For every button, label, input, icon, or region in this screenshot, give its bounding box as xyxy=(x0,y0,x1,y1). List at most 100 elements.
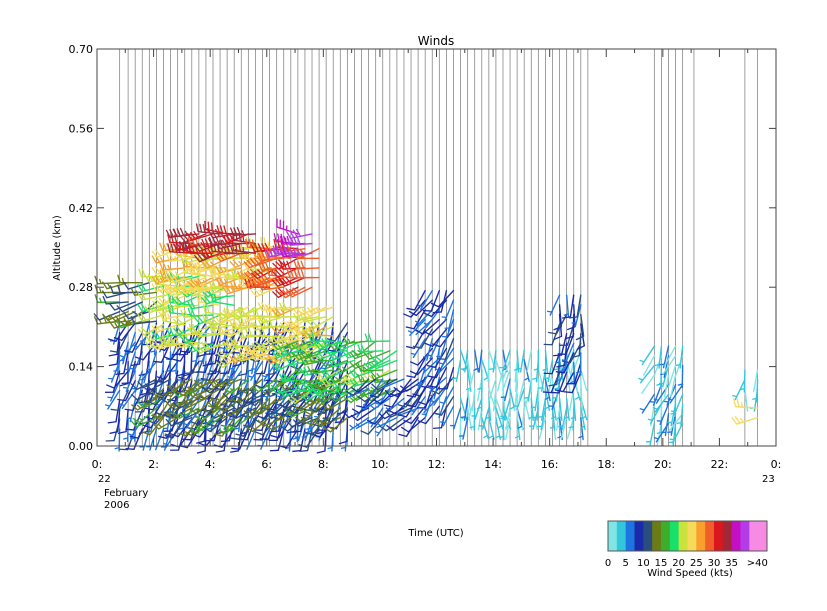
x-tick-label: 0: xyxy=(771,458,782,471)
wind-barb xyxy=(165,416,193,427)
wind-barb xyxy=(109,310,136,322)
wind-barb xyxy=(189,397,214,415)
wind-barb xyxy=(431,386,448,406)
wind-barb xyxy=(314,369,342,382)
wind-barb xyxy=(537,407,547,431)
wind-barb xyxy=(222,233,250,244)
wind-barb xyxy=(316,428,327,454)
wind-barb xyxy=(317,409,334,432)
wind-barb xyxy=(323,416,349,433)
wind-barb xyxy=(650,384,663,406)
wind-barb xyxy=(409,395,426,416)
wind-barb xyxy=(130,287,158,296)
wind-barb xyxy=(137,291,165,301)
wind-barb xyxy=(144,378,172,391)
wind-barb xyxy=(370,359,398,370)
x-tick-label: 10: xyxy=(371,458,389,471)
wind-barb xyxy=(466,407,473,431)
colorbar-frame xyxy=(607,520,768,552)
wind-barb xyxy=(236,397,264,409)
wind-barb xyxy=(513,388,518,412)
x-tick-label: 20: xyxy=(654,458,672,471)
wind-barb xyxy=(321,378,349,388)
wind-barb xyxy=(460,397,469,421)
wind-barb xyxy=(570,397,577,421)
wind-barb xyxy=(271,276,299,287)
wind-barb xyxy=(304,407,327,426)
wind-barb xyxy=(144,304,172,314)
colorbar-swatch xyxy=(749,521,768,551)
wind-barb xyxy=(488,349,497,372)
wind-barb xyxy=(417,289,433,311)
wind-barb xyxy=(468,368,476,392)
wind-barb xyxy=(670,374,677,398)
wind-barb xyxy=(427,367,448,388)
wind-barb xyxy=(374,416,391,437)
wind-barb xyxy=(364,333,391,343)
wind-barb xyxy=(430,289,455,308)
wind-barb xyxy=(397,388,419,408)
wind-barb xyxy=(505,416,511,440)
y-tick-label: 0.28 xyxy=(69,281,94,294)
wind-barb xyxy=(116,301,143,313)
wind-barb xyxy=(292,306,320,317)
wind-barb xyxy=(406,328,426,350)
wind-barb xyxy=(271,359,299,372)
x-tick-label: 0: xyxy=(92,458,103,471)
wind-barb xyxy=(389,378,412,398)
wind-barb xyxy=(580,378,583,402)
wind-barb xyxy=(285,247,313,258)
wind-barb xyxy=(645,422,656,446)
wind-barb xyxy=(293,269,320,279)
wind-barb xyxy=(550,371,568,394)
wind-barb xyxy=(568,407,575,431)
x-tick-label: 18: xyxy=(597,458,615,471)
wind-speed-colorbar: 0 5 10 15 20 25 30 35 >40 xyxy=(605,520,768,569)
colorbar-swatch xyxy=(608,521,618,551)
wind-barb xyxy=(172,295,200,306)
chart-title: Winds xyxy=(418,34,454,48)
wind-barb xyxy=(215,251,242,263)
wind-barb xyxy=(166,335,193,345)
wind-barb xyxy=(654,345,663,369)
colorbar-tick-label: 15 xyxy=(655,558,668,569)
wind-barb xyxy=(207,378,235,388)
wind-barb xyxy=(439,386,455,407)
wind-barb xyxy=(452,359,462,383)
wind-barb xyxy=(670,393,684,416)
wind-barb xyxy=(287,388,313,405)
wind-barb xyxy=(231,242,257,254)
wind-barb xyxy=(638,364,656,384)
colorbar-tick-label: 5 xyxy=(622,558,628,569)
wind-barb xyxy=(137,282,165,292)
wind-barb xyxy=(437,338,455,360)
wind-barb xyxy=(576,323,585,351)
x-tick-label: 14: xyxy=(484,458,502,471)
wind-barb xyxy=(435,357,455,375)
wind-barb xyxy=(130,416,158,428)
wind-barb xyxy=(108,341,121,367)
wind-barb xyxy=(265,407,292,420)
wind-barb xyxy=(130,388,158,401)
wind-barb xyxy=(578,416,584,441)
wind-barb xyxy=(500,397,511,421)
wind-barb xyxy=(230,337,257,347)
wind-barb xyxy=(264,354,292,365)
wind-barb xyxy=(375,388,391,408)
wind-barb xyxy=(441,299,455,322)
wind-barb xyxy=(158,333,186,345)
wind-barb xyxy=(544,378,551,402)
wind-barb xyxy=(186,276,214,288)
wind-barb xyxy=(193,314,221,325)
wind-barb xyxy=(677,364,684,389)
y-tick-label: 0.42 xyxy=(69,202,94,215)
wind-barb xyxy=(488,378,497,401)
wind-barb xyxy=(186,300,214,310)
wind-barb xyxy=(466,359,472,383)
wind-barb xyxy=(224,378,250,394)
wind-barb xyxy=(668,412,684,432)
wind-barb xyxy=(179,397,207,409)
wind-barb xyxy=(403,405,426,425)
wind-barb xyxy=(279,286,306,299)
